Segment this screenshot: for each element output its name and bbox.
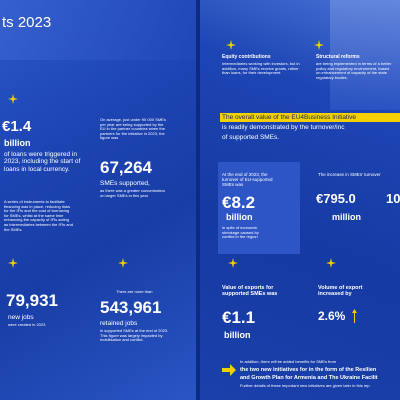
- title: ts 2023: [2, 14, 52, 31]
- left-page: ts 2023 €1.4 billion of loans were trigg…: [0, 0, 196, 400]
- reforms-heading: Structural reforms: [316, 54, 360, 60]
- jobs-retained-label: retained jobs: [100, 320, 138, 327]
- loans-note: A series of instruments to facilitate fi…: [4, 199, 73, 232]
- reforms-text: are being implemented in terms of a bett…: [316, 61, 392, 80]
- jobs-new-label: new jobs: [8, 314, 34, 321]
- exports-intro: Value of exports for supported SMEs was: [222, 285, 278, 298]
- loans-amount: €1.4: [2, 118, 32, 135]
- star: [8, 94, 18, 104]
- increase-unit: million: [332, 212, 361, 222]
- footer-line4: Further details of these important new i…: [240, 383, 370, 388]
- star: [228, 258, 238, 268]
- highlight-line1: The overall value of the EU4Business Ini…: [220, 113, 400, 123]
- jobs-retained-number: 543,961: [100, 298, 162, 317]
- exports-unit: billion: [224, 330, 251, 340]
- footer-line1: In addition, there will be added benefit…: [240, 359, 337, 364]
- turnover-intro: At the end of 2023, the turnover of EU-s…: [222, 172, 273, 188]
- star: [326, 258, 336, 268]
- jobs-new-number: 79,931: [6, 291, 58, 310]
- up-arrow: [352, 309, 357, 323]
- increase-amount: €795.0: [316, 191, 356, 206]
- jobs-retained-intro: There are more than: [116, 289, 153, 294]
- turnover-amount: €8.2: [222, 193, 256, 212]
- volume-intro: Volume of export increased by: [318, 285, 363, 298]
- highlight-line3: of supported SMEs.: [222, 134, 280, 141]
- equity-text: Intermediaries working with investors, b…: [222, 61, 300, 76]
- loans-unit: billion: [4, 138, 31, 148]
- increase-intro: The increase in SMEs' turnover: [318, 172, 381, 177]
- jobs-retained-note: in supported SMEs at the end of 2023. Th…: [100, 328, 169, 343]
- turnover-note: in spite of economic shrinkage caused by…: [222, 225, 259, 240]
- loans-desc: of loans were triggered in 2023, includi…: [4, 151, 81, 173]
- exports-amount: €1.1: [222, 308, 256, 327]
- panel: [218, 162, 300, 254]
- star: [118, 258, 128, 268]
- star: [314, 40, 324, 50]
- footer-line3: and Growth Plan for Armenia and The Ukra…: [240, 375, 378, 381]
- star: [226, 40, 236, 50]
- smes-note: as there was a greater concentration on …: [100, 188, 165, 198]
- image-overlay: [330, 0, 400, 110]
- highlight-line2: is readily demonstrated by the turnover/…: [222, 124, 345, 131]
- footer-line2: the two new initiatives for in the form …: [240, 367, 377, 373]
- equity-heading: Equity contributions: [222, 54, 271, 60]
- increase-next: 10: [386, 191, 400, 206]
- smes-intro: On average, just under 90 000 SMEs per y…: [100, 117, 166, 141]
- header-band: [0, 0, 196, 60]
- smes-label: SMEs supported,: [100, 180, 150, 187]
- turnover-unit: billion: [226, 212, 253, 222]
- star: [8, 258, 18, 268]
- jobs-new-note: were created in 2023: [8, 322, 46, 327]
- right-page: Equity contributions Intermediaries work…: [200, 0, 400, 400]
- volume-amount: 2.6%: [318, 309, 346, 323]
- pointer-arrow: [222, 364, 236, 376]
- smes-number: 67,264: [100, 158, 152, 177]
